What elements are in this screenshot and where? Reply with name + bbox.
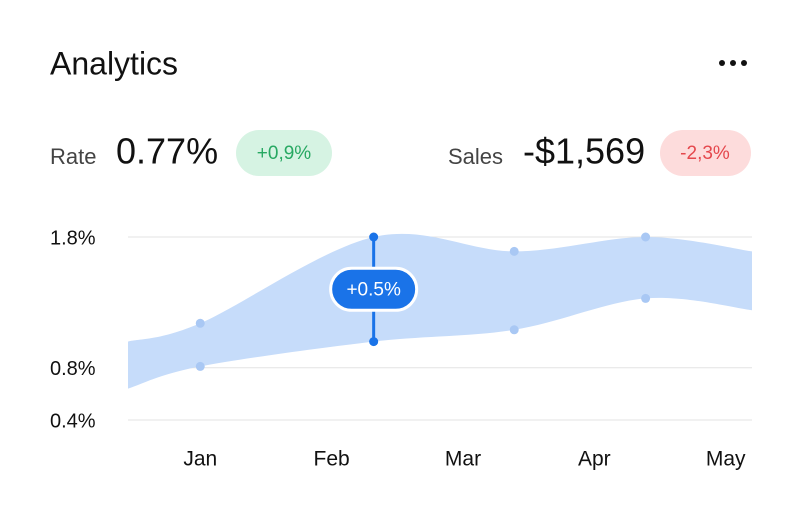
stat-value: 0.77% — [116, 131, 218, 172]
tooltip-text: +0.5% — [346, 279, 401, 300]
point — [509, 325, 519, 335]
badge-bg — [236, 130, 332, 176]
card-title: Analytics — [50, 45, 178, 81]
point — [195, 361, 205, 371]
stat-label: Sales — [448, 144, 503, 169]
badge-text: +0,9% — [257, 143, 312, 164]
tooltip: +0.5% — [329, 266, 419, 312]
point — [641, 232, 651, 242]
change-badge: +0,9% — [236, 130, 332, 176]
stat-value: -$1,569 — [523, 131, 645, 172]
dot — [741, 60, 747, 66]
x-tick-label: Mar — [445, 448, 481, 471]
y-tick-label: 0.8% — [50, 358, 96, 380]
change-badge: -2,3% — [660, 130, 751, 176]
tooltip-bg — [329, 266, 419, 312]
point — [369, 232, 379, 242]
y-tick-label: 1.8% — [50, 227, 96, 249]
point — [509, 246, 519, 256]
stat-label: Rate — [50, 144, 96, 169]
badge-text: -2,3% — [680, 143, 730, 164]
x-tick-label: Apr — [578, 448, 611, 471]
more-menu[interactable] — [719, 60, 747, 66]
x-tick-label: Feb — [314, 448, 350, 471]
point — [641, 293, 651, 303]
point — [369, 337, 379, 347]
x-tick-label: Jan — [183, 448, 217, 471]
dot — [719, 60, 725, 66]
range-band — [128, 233, 752, 389]
dot — [730, 60, 736, 66]
badge-bg — [660, 130, 751, 176]
x-tick-label: May — [706, 448, 746, 471]
y-tick-label: 0.4% — [50, 410, 96, 432]
chart: 0.4% 0.8% 1.8% Jan Feb Mar Apr May +0.5% — [50, 227, 752, 471]
point — [195, 318, 205, 328]
